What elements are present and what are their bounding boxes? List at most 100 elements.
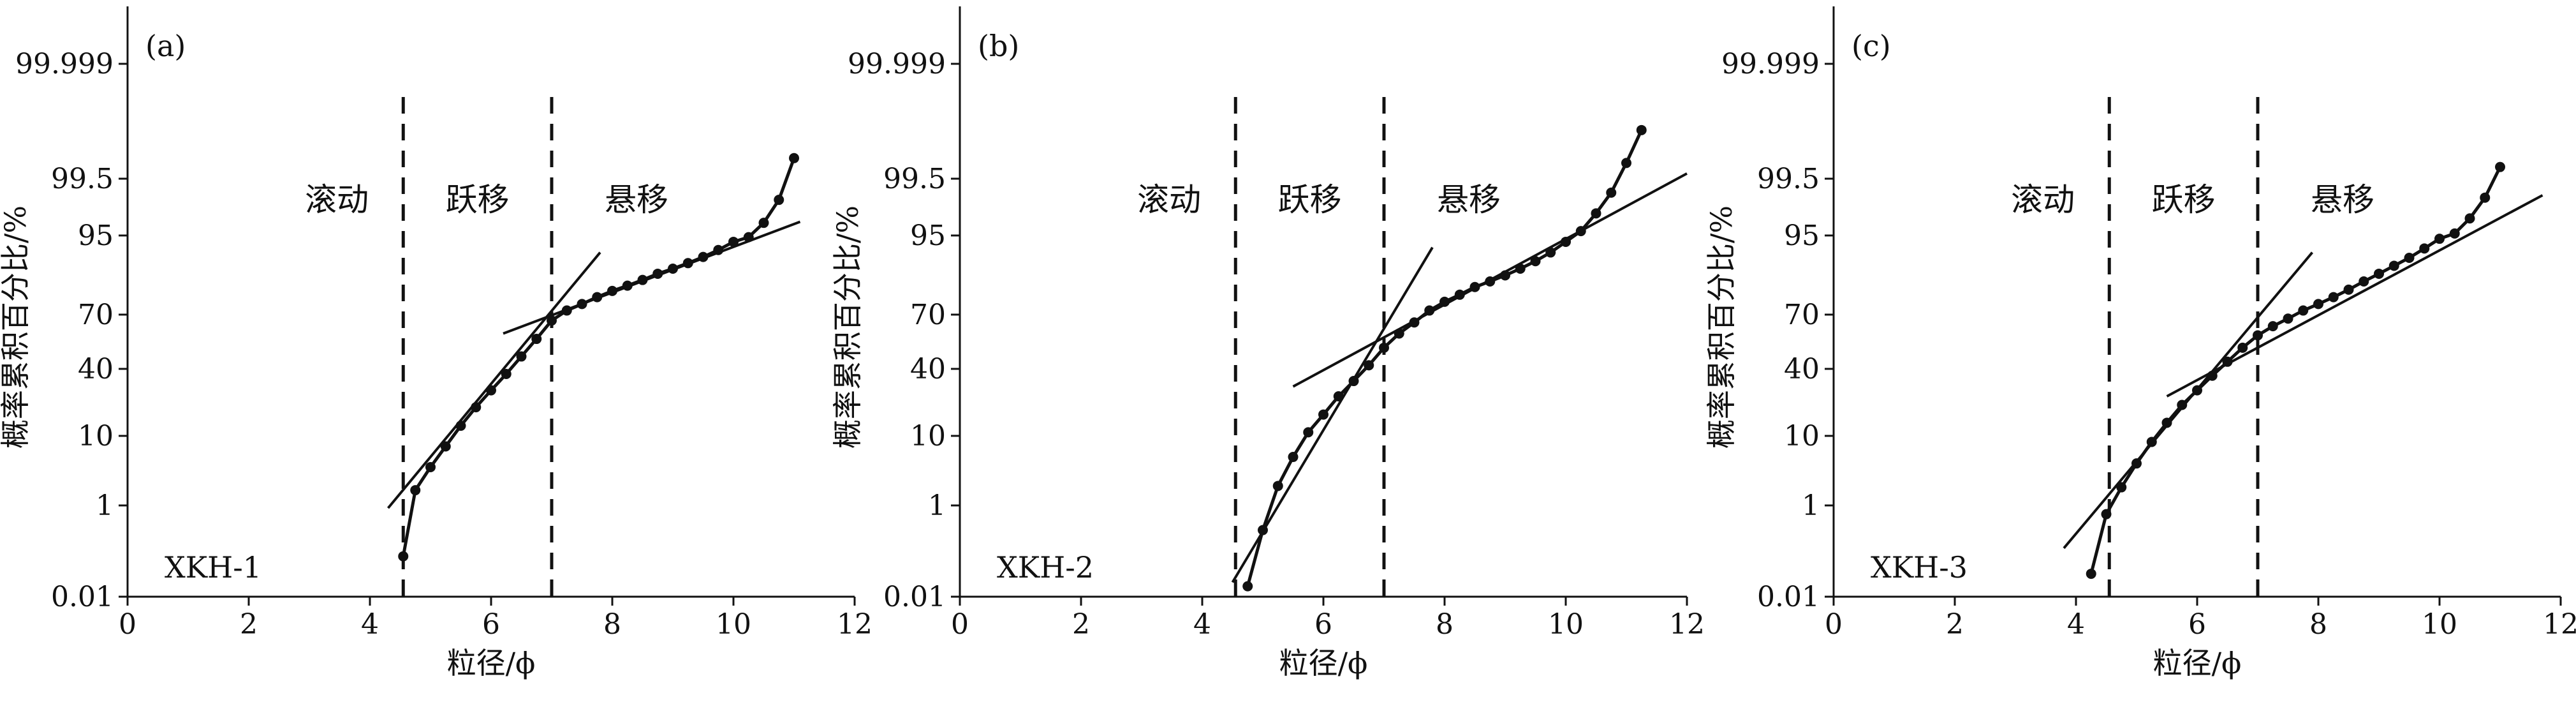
y-tick-label: 0.01 (51, 581, 114, 613)
data-point (1303, 427, 1314, 438)
data-point (1606, 187, 1617, 198)
data-point (1272, 481, 1283, 491)
data-point (2101, 509, 2112, 519)
y-tick-label: 40 (1784, 353, 1820, 385)
zone-label-rolling: 滚动 (2011, 181, 2075, 218)
zone-label-rolling: 滚动 (1137, 181, 1201, 218)
data-point (622, 280, 633, 291)
data-point (486, 385, 496, 396)
data-point (774, 195, 784, 205)
panel-c: 0 2 4 6 8 10 12 粒径/ϕ 0.01 1 10 40 70 95 99.5 99.999 概率累积… (1704, 6, 2576, 680)
zone-label-saltation: 跃移 (1278, 181, 1342, 218)
panel-label: (c) (1851, 29, 1891, 63)
data-point (2267, 321, 2278, 332)
y-tick-label: 99.999 (15, 48, 114, 80)
data-point (1379, 342, 1389, 353)
data-point (2449, 228, 2460, 239)
data-point (2419, 243, 2430, 254)
x-axis-title: 粒径/ϕ (447, 646, 536, 680)
data-point (1454, 289, 1465, 300)
y-tick-label: 95 (910, 220, 946, 252)
y-axis-title: 概率累积百分比/% (0, 205, 33, 449)
data-point (547, 315, 557, 326)
zone-label-rolling: 滚动 (305, 181, 369, 218)
y-tick-label: 40 (910, 353, 946, 385)
x-tick-label: 6 (482, 608, 500, 641)
y-tick-label: 0.01 (883, 581, 946, 613)
y-tick-label: 99.5 (51, 163, 114, 195)
data-point (2237, 342, 2248, 353)
data-point (2161, 417, 2172, 428)
x-tick-label: 6 (2188, 608, 2206, 641)
y-tick-label: 1 (1802, 489, 1820, 522)
zone-label-saltation: 跃移 (446, 181, 510, 218)
data-point (1485, 276, 1496, 287)
x-tick-label: 10 (2422, 608, 2457, 641)
data-point (652, 268, 663, 279)
data-point (682, 258, 693, 269)
zone-label-suspension: 悬移 (2311, 181, 2374, 218)
data-point (2388, 260, 2399, 271)
data-point (2343, 284, 2354, 295)
data-point (440, 441, 451, 452)
data-point (789, 153, 799, 163)
zone-label-suspension: 悬移 (1437, 181, 1501, 218)
x-tick-label: 0 (951, 608, 969, 641)
sample-label: XKH-2 (997, 550, 1094, 585)
data-point (1242, 581, 1253, 592)
x-axis-title: 粒径/ϕ (1279, 646, 1368, 680)
data-point (1469, 281, 1480, 292)
x-tick-label: 12 (837, 608, 872, 641)
y-tick-label: 99.999 (848, 48, 946, 80)
data-point (1515, 263, 1526, 274)
y-tick-label: 1 (928, 489, 946, 522)
data-point (531, 334, 542, 345)
data-point (1561, 236, 1571, 247)
data-point (2207, 370, 2218, 381)
data-point (1621, 158, 1631, 168)
y-tick-label: 1 (96, 489, 114, 522)
data-point (2434, 234, 2445, 244)
data-point (2404, 253, 2415, 264)
x-tick-label: 10 (716, 608, 751, 641)
y-tick-label: 10 (910, 420, 946, 452)
data-point (1394, 328, 1404, 339)
y-tick-label: 99.5 (1757, 163, 1820, 195)
y-tick-label: 99.999 (1721, 48, 1820, 80)
data-point (698, 251, 709, 262)
x-tick-label: 12 (2543, 608, 2576, 641)
data-point (1364, 360, 1374, 371)
data-point (577, 299, 587, 310)
y-tick-label: 10 (78, 420, 114, 452)
data-point (2313, 299, 2323, 310)
panel-label: (a) (145, 29, 186, 63)
data-point (2328, 292, 2339, 302)
data-point (2283, 313, 2293, 324)
panel-a: 0 2 4 6 8 10 12 粒径/ϕ 0.01 1 10 40 70 95 99.5 99.999 概率累积… (0, 6, 872, 680)
data-point (668, 263, 678, 274)
y-tick-label: 70 (78, 299, 114, 331)
data-point (2374, 268, 2384, 279)
data-point (637, 274, 648, 285)
data-point (410, 485, 421, 496)
x-tick-label: 8 (1436, 608, 1454, 641)
x-tick-label: 0 (119, 608, 136, 641)
data-point (1409, 317, 1420, 328)
data-point (2495, 161, 2505, 172)
x-tick-label: 4 (361, 608, 379, 641)
data-point (607, 285, 617, 296)
y-tick-label: 10 (1784, 420, 1820, 452)
data-point (471, 402, 482, 413)
data-point (2480, 192, 2491, 203)
data-point (1545, 247, 1556, 258)
data-point (758, 218, 769, 228)
x-tick-label: 4 (2067, 608, 2085, 641)
y-axis-title: 概率累积百分比/% (830, 205, 865, 449)
y-tick-label: 70 (1784, 299, 1820, 331)
fit-line (386, 251, 601, 509)
y-tick-label: 0.01 (1757, 581, 1820, 613)
x-tick-label: 0 (1825, 608, 1843, 641)
x-tick-label: 6 (1314, 608, 1332, 641)
